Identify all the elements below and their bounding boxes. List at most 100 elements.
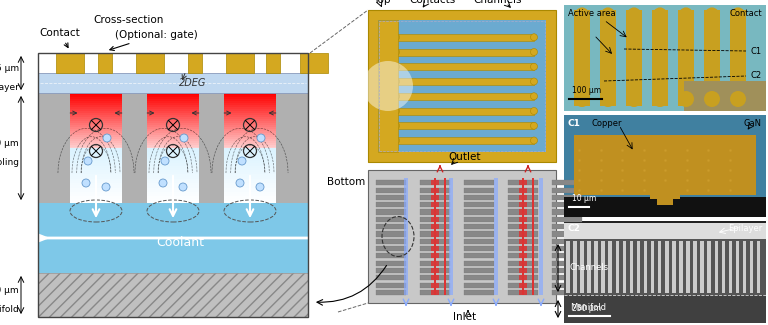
Bar: [224, 194, 276, 196]
Bar: [552, 268, 582, 273]
Ellipse shape: [531, 108, 538, 114]
Text: 5 μm: 5 μm: [0, 64, 19, 73]
Bar: [224, 139, 276, 141]
Bar: [750, 241, 753, 293]
Bar: [519, 253, 527, 258]
Bar: [224, 105, 276, 107]
Bar: [224, 107, 276, 109]
Bar: [519, 217, 527, 222]
Ellipse shape: [600, 7, 616, 27]
Bar: [98, 53, 112, 73]
Bar: [147, 188, 199, 190]
Bar: [431, 209, 439, 215]
Bar: [70, 143, 122, 145]
Bar: [70, 133, 122, 135]
Bar: [420, 224, 450, 229]
Bar: [70, 185, 122, 188]
Bar: [147, 127, 199, 129]
Bar: [420, 188, 450, 193]
Bar: [38, 53, 308, 317]
Bar: [396, 108, 534, 114]
Bar: [224, 99, 276, 101]
Bar: [600, 10, 616, 106]
Bar: [224, 168, 276, 170]
Bar: [224, 155, 276, 157]
Bar: [431, 239, 439, 244]
Bar: [224, 115, 276, 117]
Bar: [532, 178, 534, 295]
Bar: [147, 131, 199, 133]
Bar: [224, 111, 276, 113]
Bar: [637, 241, 641, 293]
Text: C1: C1: [568, 119, 581, 128]
Bar: [420, 209, 450, 215]
Bar: [224, 131, 276, 133]
Ellipse shape: [392, 78, 399, 85]
Bar: [147, 93, 199, 95]
Ellipse shape: [626, 91, 642, 107]
Bar: [552, 253, 582, 258]
Bar: [224, 133, 276, 135]
Bar: [376, 275, 406, 280]
Bar: [224, 166, 276, 168]
Bar: [224, 170, 276, 172]
Bar: [70, 150, 122, 152]
Bar: [420, 246, 450, 251]
Bar: [552, 261, 582, 266]
Ellipse shape: [392, 34, 399, 41]
Bar: [552, 239, 582, 244]
Bar: [608, 241, 612, 293]
Bar: [736, 241, 740, 293]
Bar: [464, 261, 494, 266]
Bar: [224, 150, 276, 152]
Bar: [464, 290, 494, 295]
Bar: [147, 159, 199, 161]
Bar: [464, 195, 494, 200]
Bar: [508, 268, 538, 273]
Circle shape: [238, 157, 246, 165]
Bar: [70, 129, 122, 131]
Bar: [519, 188, 527, 193]
Bar: [519, 195, 527, 200]
Bar: [573, 241, 577, 293]
Bar: [574, 135, 756, 195]
Bar: [757, 241, 760, 293]
Bar: [431, 217, 439, 222]
Bar: [494, 178, 498, 295]
Bar: [70, 148, 122, 150]
Text: Cooling: Cooling: [0, 148, 19, 167]
Bar: [147, 135, 199, 137]
Bar: [136, 53, 164, 73]
Bar: [650, 241, 654, 293]
Bar: [508, 261, 538, 266]
Bar: [552, 202, 582, 207]
Bar: [70, 121, 122, 123]
Bar: [70, 196, 122, 199]
Bar: [431, 188, 439, 193]
Bar: [70, 161, 122, 163]
Bar: [615, 241, 619, 293]
Bar: [464, 202, 494, 207]
Bar: [552, 188, 582, 193]
Bar: [464, 217, 494, 222]
Bar: [70, 115, 122, 117]
Bar: [224, 201, 276, 203]
Bar: [70, 168, 122, 170]
Bar: [38, 73, 308, 93]
Bar: [70, 145, 122, 148]
Bar: [376, 180, 406, 185]
Bar: [519, 239, 527, 244]
Bar: [147, 137, 199, 139]
Bar: [687, 241, 690, 293]
Bar: [147, 148, 199, 150]
Bar: [464, 268, 494, 273]
Bar: [464, 253, 494, 258]
Text: 100 μm: 100 μm: [572, 86, 601, 95]
Bar: [147, 155, 199, 157]
Bar: [539, 178, 543, 295]
Bar: [508, 231, 538, 237]
Bar: [508, 239, 538, 244]
Bar: [420, 180, 450, 185]
Text: Bottom: Bottom: [326, 177, 365, 187]
Bar: [743, 241, 746, 293]
